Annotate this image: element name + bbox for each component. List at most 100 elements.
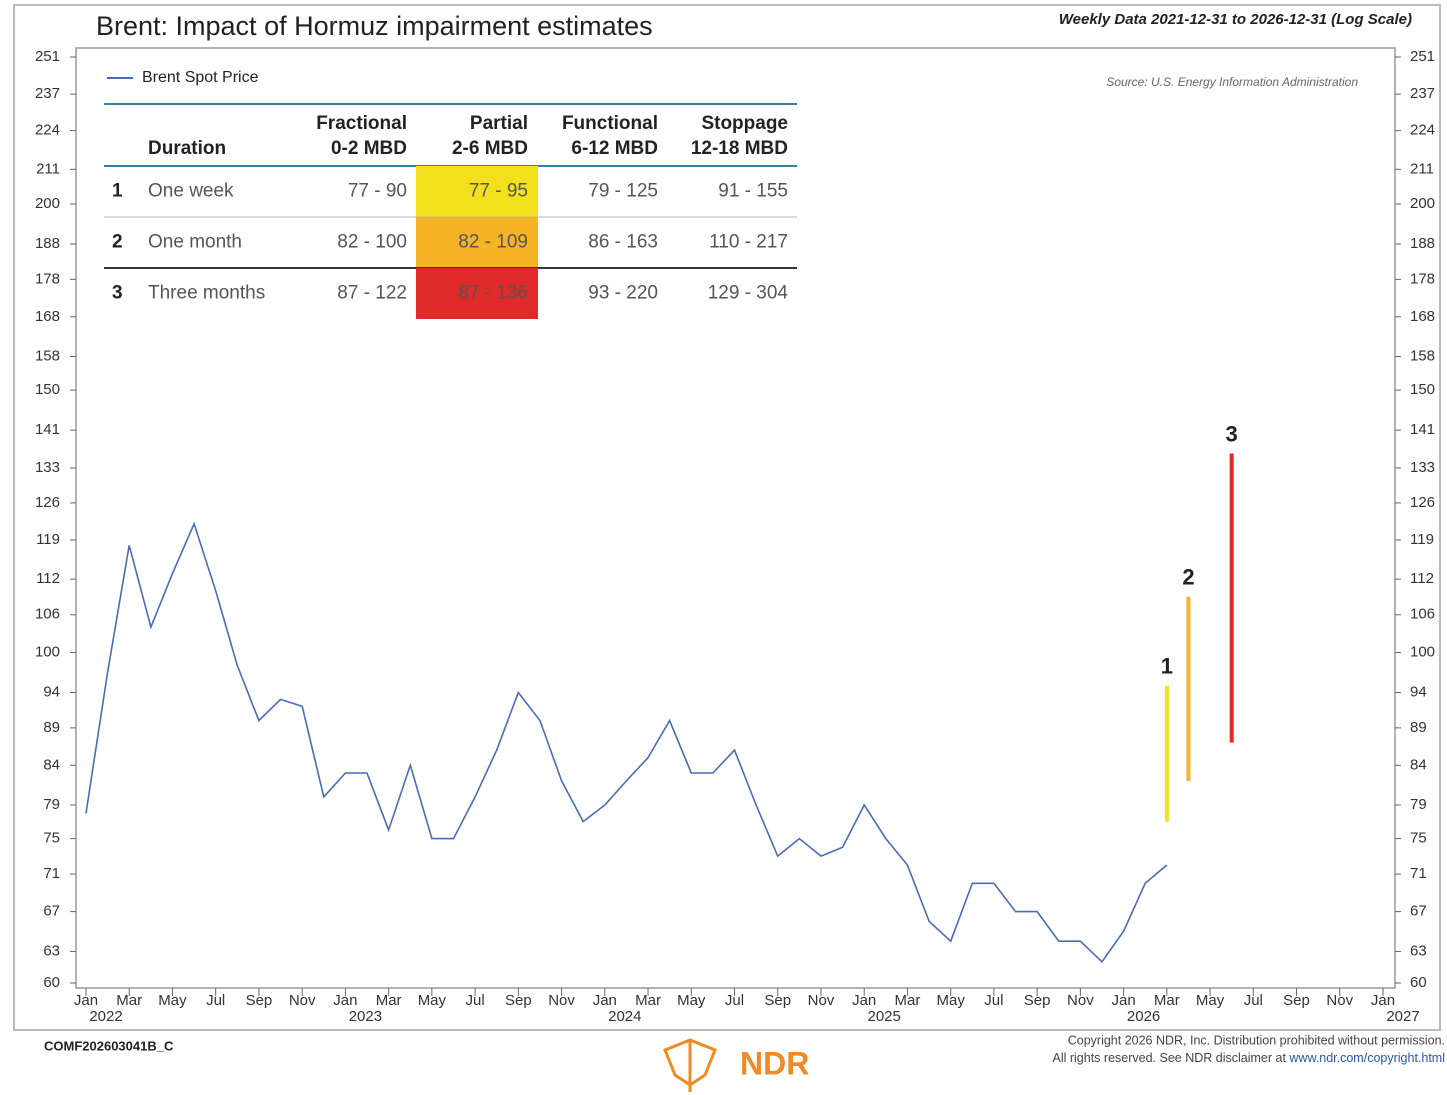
- y-tick-label: 133: [35, 459, 60, 476]
- legend-label: Brent Spot Price: [142, 69, 259, 86]
- x-year-label: 2027: [1386, 1008, 1419, 1025]
- column-header: Functional: [562, 113, 658, 134]
- y-tick-label: 200: [35, 195, 60, 212]
- x-year-label: 2023: [349, 1008, 382, 1025]
- range-label: 3: [1226, 421, 1238, 446]
- x-tick-label: Sep: [1024, 992, 1051, 1009]
- x-tick-label: Jul: [725, 992, 744, 1009]
- y-tick-label-right: 89: [1410, 719, 1427, 736]
- logo-icon: [663, 1038, 717, 1092]
- y-tick-label: 224: [35, 122, 60, 139]
- y-tick-label: 168: [35, 308, 60, 325]
- x-tick-label: Nov: [1326, 992, 1353, 1009]
- y-tick-label: 67: [43, 903, 60, 920]
- x-tick-label: May: [936, 992, 965, 1009]
- y-tick-label-right: 119: [1410, 531, 1434, 548]
- x-tick-label: Jul: [1244, 992, 1263, 1009]
- x-tick-label: Jul: [206, 992, 225, 1009]
- y-tick-label-right: 251: [1410, 48, 1435, 65]
- x-tick-label: Jan: [593, 992, 617, 1009]
- x-tick-label: Jan: [1371, 992, 1395, 1009]
- y-tick-label-right: 133: [1410, 459, 1435, 476]
- table-cell: 82 - 100: [337, 232, 407, 253]
- y-tick-label: 126: [35, 494, 60, 511]
- link: www.ndr.com/copyright.html: [1288, 1051, 1445, 1065]
- logo: NDR: [663, 1038, 809, 1092]
- column-subheader: 6-12 MBD: [571, 138, 658, 159]
- row-number: 3: [112, 283, 123, 304]
- source: Source: U.S. Energy Information Administ…: [1106, 75, 1358, 89]
- y-tick-label: 178: [35, 270, 60, 287]
- y-tick-label: 211: [36, 160, 60, 177]
- y-tick-label-right: 200: [1410, 195, 1435, 212]
- y-tick-label: 158: [35, 347, 60, 364]
- rights: All rights reserved. See NDR disclaimer …: [1053, 1051, 1290, 1065]
- x-tick-label: Mar: [376, 992, 402, 1009]
- highlight-cell: [416, 268, 538, 319]
- row-number: 2: [112, 232, 123, 253]
- outer-frame: [13, 4, 1441, 1031]
- y-tick-label-right: 79: [1410, 796, 1427, 813]
- x-year-label: 2022: [89, 1008, 122, 1025]
- y-tick-label-right: 178: [1410, 270, 1435, 287]
- x-tick-label: Jan: [852, 992, 876, 1009]
- y-tick-label: 79: [43, 796, 60, 813]
- y-tick-label: 119: [36, 531, 60, 548]
- row-duration: One week: [148, 181, 234, 202]
- y-tick-label-right: 100: [1410, 643, 1435, 660]
- column-subheader: 0-2 MBD: [331, 138, 407, 159]
- y-tick-label: 75: [43, 830, 60, 847]
- table-header: Duration: [148, 138, 226, 159]
- chart-title: Brent: Impact of Hormuz impairment estim…: [96, 11, 653, 41]
- x-tick-label: Jan: [1112, 992, 1136, 1009]
- column-subheader: 2-6 MBD: [452, 138, 528, 159]
- x-tick-label: Sep: [1283, 992, 1310, 1009]
- column-header: Partial: [470, 113, 528, 134]
- x-tick-label: May: [1196, 992, 1225, 1009]
- x-tick-label: Sep: [505, 992, 532, 1009]
- x-tick-label: Mar: [1154, 992, 1180, 1009]
- x-year-label: 2025: [868, 1008, 901, 1025]
- table-cell: 91 - 155: [718, 181, 788, 202]
- x-tick-label: May: [418, 992, 447, 1009]
- x-tick-label: Jul: [466, 992, 485, 1009]
- table-cell: 87 - 136: [458, 283, 528, 304]
- y-tick-label-right: 168: [1410, 308, 1435, 325]
- y-tick-label: 60: [43, 974, 60, 991]
- y-tick-label: 84: [43, 756, 60, 773]
- table-cell: 79 - 125: [588, 181, 658, 202]
- logo-text: NDR: [740, 1045, 809, 1081]
- table-cell: 82 - 109: [458, 232, 528, 253]
- price-line: [85, 521, 1168, 964]
- y-tick-label: 150: [35, 381, 60, 398]
- y-tick-label-right: 60: [1410, 974, 1427, 991]
- y-tick-label-right: 126: [1410, 494, 1435, 511]
- y-tick-label-right: 106: [1410, 606, 1435, 623]
- copyright: Copyright 2026 NDR, Inc. Distribution pr…: [1068, 1033, 1445, 1047]
- x-tick-label: May: [158, 992, 187, 1009]
- x-tick-label: May: [677, 992, 706, 1009]
- x-tick-label: Nov: [548, 992, 575, 1009]
- y-tick-label-right: 188: [1410, 235, 1435, 252]
- table-cell: 87 - 122: [337, 283, 407, 304]
- y-tick-label: 100: [35, 643, 60, 660]
- x-tick-label: Nov: [1067, 992, 1094, 1009]
- y-tick-label-right: 84: [1410, 756, 1427, 773]
- y-tick-label-right: 71: [1410, 865, 1427, 882]
- y-tick-label-right: 211: [1410, 160, 1434, 177]
- table-cell: 77 - 90: [348, 181, 407, 202]
- x-tick-label: Mar: [635, 992, 661, 1009]
- y-tick-label-right: 67: [1410, 903, 1427, 920]
- y-tick-label: 188: [35, 235, 60, 252]
- row-number: 1: [112, 181, 123, 202]
- y-tick-label-right: 112: [1410, 570, 1434, 587]
- column-subheader: 12-18 MBD: [691, 138, 788, 159]
- chart-subtitle: Weekly Data 2021-12-31 to 2026-12-31 (Lo…: [1059, 11, 1412, 28]
- footer-code: COMF202603041B_C: [44, 1038, 174, 1053]
- y-tick-label-right: 94: [1410, 683, 1427, 700]
- y-tick-label-right: 158: [1410, 347, 1435, 364]
- highlight-cell: [416, 217, 538, 268]
- table-cell: 110 - 217: [709, 232, 788, 253]
- x-tick-label: Nov: [289, 992, 316, 1009]
